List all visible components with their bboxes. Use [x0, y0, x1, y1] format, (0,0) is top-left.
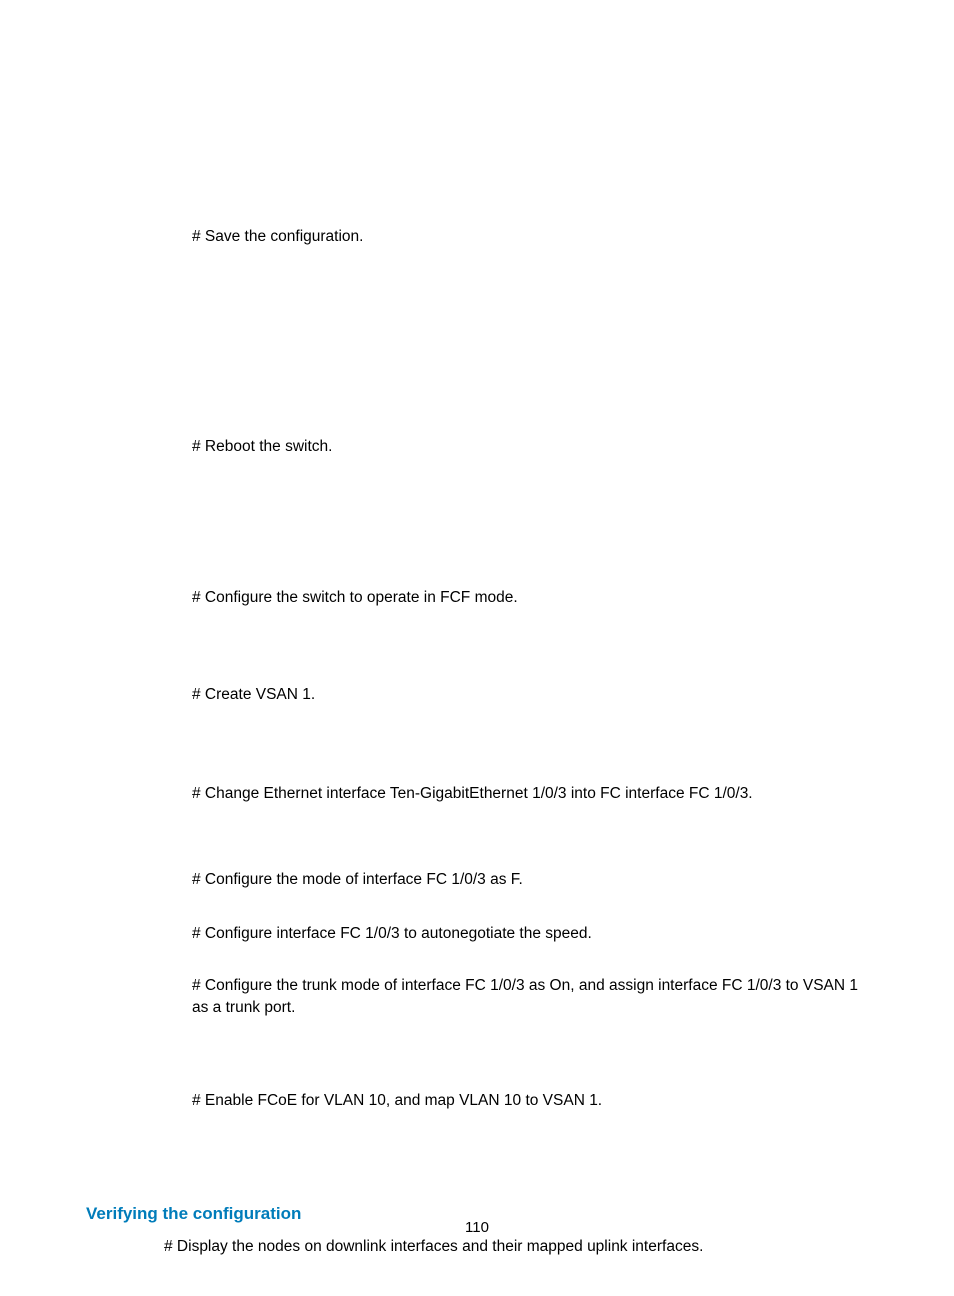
- paragraph: # Enable FCoE for VLAN 10, and map VLAN …: [192, 1090, 858, 1112]
- paragraph: # Configure interface FC 1/0/3 to autone…: [192, 923, 858, 945]
- paragraph: # Configure the switch to operate in FCF…: [192, 587, 858, 609]
- paragraph: # Change Ethernet interface Ten-GigabitE…: [192, 783, 858, 805]
- paragraph: # Create VSAN 1.: [192, 684, 858, 706]
- paragraph: # Reboot the switch.: [192, 436, 858, 458]
- page-number: 110: [0, 1219, 954, 1236]
- paragraph: # Configure the trunk mode of interface …: [192, 975, 858, 1018]
- paragraph: # Configure the mode of interface FC 1/0…: [192, 869, 858, 891]
- paragraph: # Save the configuration.: [192, 226, 858, 248]
- paragraph: # Display the nodes on downlink interfac…: [164, 1236, 858, 1258]
- document-body: # Save the configuration. # Reboot the s…: [0, 0, 954, 1258]
